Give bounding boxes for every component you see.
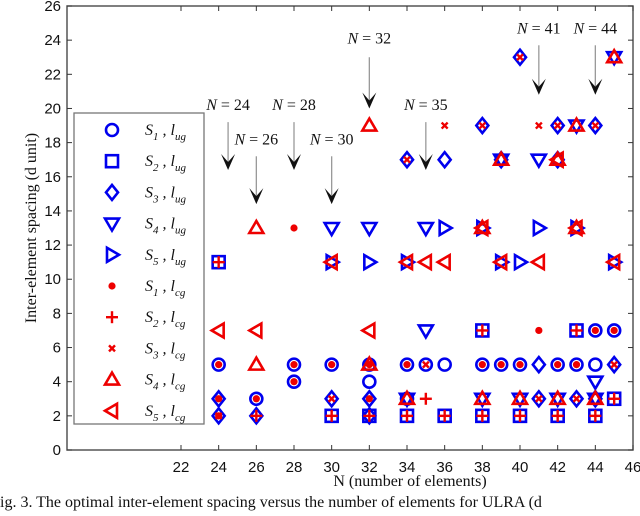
x-tick-label: 34 bbox=[399, 459, 416, 476]
svg-text:N = 41: N = 41 bbox=[516, 20, 561, 37]
n-annotation: N = 44 bbox=[572, 20, 617, 95]
x-tick-label: 40 bbox=[512, 459, 529, 476]
svg-text:S5 , lug: S5 , lug bbox=[145, 247, 186, 268]
data-points bbox=[209, 47, 624, 426]
y-tick-label: 20 bbox=[44, 100, 61, 117]
legend-item: S3 , lug bbox=[104, 182, 186, 205]
x-tick-label: 30 bbox=[323, 459, 340, 476]
legend-item: S2 , lcg bbox=[106, 309, 186, 330]
y-tick-label: 14 bbox=[44, 203, 61, 220]
y-tick-label: 18 bbox=[44, 135, 61, 152]
series-s1-lug bbox=[211, 323, 622, 407]
svg-text:N = 35: N = 35 bbox=[403, 97, 448, 114]
n-annotation: N = 30 bbox=[309, 131, 354, 205]
x-tick-label: 24 bbox=[210, 459, 227, 476]
series-s2-lcg bbox=[212, 256, 621, 422]
legend: S1 , lug S2 , lug S3 , lug S4 , lug S5 , lug… bbox=[73, 112, 205, 425]
svg-text:N = 24: N = 24 bbox=[205, 97, 250, 114]
x-tick-label: 22 bbox=[173, 459, 190, 476]
series-s3-lcg bbox=[214, 53, 619, 420]
series-s5-lcg bbox=[209, 150, 621, 340]
n-annotation: N = 26 bbox=[233, 131, 278, 205]
n-annotation: N = 32 bbox=[346, 31, 391, 109]
svg-text:N = 30: N = 30 bbox=[309, 131, 354, 148]
legend-item: S1 , lug bbox=[104, 122, 186, 143]
svg-text:S3 , lug: S3 , lug bbox=[145, 184, 186, 205]
figure-caption: ig. 3. The optimal inter-element spacing… bbox=[0, 494, 542, 511]
n-annotation: N = 35 bbox=[403, 97, 448, 170]
y-tick-label: 10 bbox=[44, 271, 61, 288]
svg-text:S3 , lcg: S3 , lcg bbox=[145, 340, 186, 361]
svg-text:N = 26: N = 26 bbox=[233, 131, 278, 148]
x-tick-label: 46 bbox=[625, 459, 640, 476]
y-tick-label: 22 bbox=[44, 66, 61, 83]
x-tick-label: 26 bbox=[248, 459, 265, 476]
series-s2-lug bbox=[211, 254, 622, 424]
y-tick-label: 4 bbox=[53, 374, 61, 391]
svg-text:S1 , lug: S1 , lug bbox=[145, 122, 186, 143]
legend-item: S4 , lcg bbox=[102, 370, 186, 393]
n-annotation: N = 41 bbox=[516, 20, 561, 95]
y-tick-label: 24 bbox=[44, 32, 61, 49]
x-axis-label: N (number of elements) bbox=[333, 473, 486, 490]
svg-text:S5 , lcg: S5 , lcg bbox=[145, 403, 186, 424]
legend-item: S3 , lcg bbox=[108, 340, 186, 361]
x-tick-label: 28 bbox=[286, 459, 303, 476]
svg-text:S1 , lcg: S1 , lcg bbox=[145, 278, 186, 299]
svg-text:N = 44: N = 44 bbox=[572, 20, 617, 37]
y-axis-label: Inter-element spacing (d unit) bbox=[23, 133, 40, 323]
x-tick-label: 44 bbox=[587, 459, 604, 476]
x-tick-label: 32 bbox=[361, 459, 378, 476]
svg-text:N = 28: N = 28 bbox=[271, 97, 316, 114]
y-tick-label: 16 bbox=[44, 169, 61, 186]
legend-item: S1 , lcg bbox=[108, 278, 186, 299]
y-tick-label: 12 bbox=[44, 237, 61, 254]
svg-text:S2 , lcg: S2 , lcg bbox=[145, 309, 186, 330]
x-tick-label: 38 bbox=[474, 459, 491, 476]
y-tick-label: 2 bbox=[53, 408, 61, 425]
svg-text:S4 , lcg: S4 , lcg bbox=[145, 372, 186, 393]
svg-text:S2 , lug: S2 , lug bbox=[145, 153, 186, 174]
y-tick-label: 26 bbox=[44, 0, 61, 15]
svg-text:S4 , lug: S4 , lug bbox=[145, 216, 186, 237]
x-tick-label: 36 bbox=[436, 459, 453, 476]
svg-text:N = 32: N = 32 bbox=[346, 31, 391, 48]
legend-item: S4 , lug bbox=[102, 216, 186, 237]
annotations: N = 24 N = 26 N = 28 N = 30 N = 32 N = 35 N = … bbox=[205, 20, 617, 205]
n-annotation: N = 24 bbox=[205, 97, 250, 170]
y-tick-label: 0 bbox=[53, 442, 61, 459]
x-tick-label: 42 bbox=[549, 459, 566, 476]
y-tick-label: 8 bbox=[53, 305, 61, 322]
legend-item: S2 , lug bbox=[104, 153, 186, 174]
n-annotation: N = 28 bbox=[271, 97, 316, 170]
y-tick-label: 6 bbox=[53, 340, 61, 357]
legend-item: S5 , lug bbox=[105, 245, 186, 268]
legend-item: S5 , lcg bbox=[102, 401, 186, 424]
